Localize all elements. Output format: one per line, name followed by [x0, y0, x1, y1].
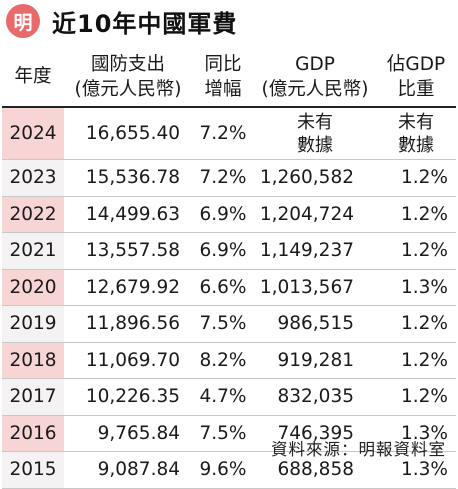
growth-cell: 7.5% — [192, 415, 254, 452]
share-cell: 1.3% — [376, 415, 456, 452]
share-cell: 1.2% — [376, 342, 456, 379]
gdp-cell: 1,204,724 — [254, 196, 376, 233]
year-cell: 2016 — [2, 415, 64, 452]
header-growth-line2: 增幅 — [204, 78, 242, 100]
table-row: 2022 14,499.63 6.9% 1,204,724 1.2% — [2, 196, 456, 233]
year-cell: 2022 — [2, 196, 64, 233]
header-year: 年度 — [2, 47, 64, 108]
budget-cell: 9,765.84 — [64, 415, 192, 452]
year-cell: 2020 — [2, 269, 64, 306]
gdp-cell: 1,149,237 — [254, 232, 376, 270]
gdp-cell: 未有 數據 — [254, 107, 376, 160]
gdp-cell: 1,013,567 — [254, 269, 376, 306]
share-cell: 1.2% — [376, 232, 456, 270]
table-row: 2017 10,226.35 4.7% 832,035 1.2% — [2, 378, 456, 416]
header-gdp-line1: GDP — [295, 53, 335, 75]
header-share-line2: 比重 — [397, 78, 435, 100]
growth-cell: 9.6% — [192, 451, 254, 489]
year-cell: 2017 — [2, 378, 64, 416]
header-share: 佔GDP 比重 — [376, 47, 456, 108]
table-row: 2020 12,679.92 6.6% 1,013,567 1.3% — [2, 269, 456, 306]
year-cell: 2015 — [2, 451, 64, 489]
page-title: 近10年中國軍費 — [52, 9, 238, 38]
budget-cell: 16,655.40 — [64, 107, 192, 160]
year-cell: 2024 — [2, 107, 64, 160]
growth-cell: 6.9% — [192, 196, 254, 233]
header-gdp: GDP (億元人民幣) — [254, 47, 376, 108]
table-row: 2023 15,536.78 7.2% 1,260,582 1.2% — [2, 159, 456, 197]
year-cell: 2018 — [2, 342, 64, 379]
table-row: 2018 11,069.70 8.2% 919,281 1.2% — [2, 342, 456, 379]
growth-cell: 7.2% — [192, 159, 254, 197]
year-cell: 2021 — [2, 232, 64, 270]
header-gdp-line2: (億元人民幣) — [261, 78, 369, 100]
budget-cell: 9,087.84 — [64, 451, 192, 489]
gdp-cell: 919,281 — [254, 342, 376, 379]
budget-cell: 13,557.58 — [64, 232, 192, 270]
share-cell: 1.3% — [376, 269, 456, 306]
year-cell: 2023 — [2, 159, 64, 197]
year-cell: 2019 — [2, 305, 64, 343]
budget-cell: 14,499.63 — [64, 196, 192, 233]
ming-pao-logo: 明 — [6, 4, 40, 38]
share-cell: 1.2% — [376, 378, 456, 416]
share-cell: 1.2% — [376, 305, 456, 343]
header-budget-line2: (億元人民幣) — [74, 78, 182, 100]
share-cell: 1.2% — [376, 159, 456, 197]
header-growth-line1: 同比 — [204, 53, 242, 75]
table-row: 2019 11,896.56 7.5% 986,515 1.2% — [2, 305, 456, 343]
header-budget-line1: 國防支出 — [90, 53, 165, 75]
share-na-line2: 數據 — [398, 134, 434, 156]
growth-cell: 8.2% — [192, 342, 254, 379]
growth-cell: 6.9% — [192, 232, 254, 270]
header-share-line1: 佔GDP — [386, 53, 446, 75]
title-row: 明 近10年中國軍費 — [6, 4, 237, 38]
gdp-cell: 832,035 — [254, 378, 376, 416]
growth-cell: 4.7% — [192, 378, 254, 416]
table-row: 2016 9,765.84 7.5% 746,395 1.3% — [2, 415, 456, 452]
share-cell: 未有 數據 — [376, 107, 456, 160]
table-header-row: 年度 國防支出 (億元人民幣) 同比 增幅 GDP (億元人民幣) 佔GDP 比… — [2, 47, 456, 108]
gdp-na-line1: 未有 — [297, 111, 333, 133]
military-budget-table: 年度 國防支出 (億元人民幣) 同比 增幅 GDP (億元人民幣) 佔GDP 比… — [2, 47, 456, 489]
share-cell: 1.2% — [376, 196, 456, 233]
budget-cell: 10,226.35 — [64, 378, 192, 416]
budget-cell: 11,896.56 — [64, 305, 192, 343]
gdp-cell: 1,260,582 — [254, 159, 376, 197]
gdp-cell: 986,515 — [254, 305, 376, 343]
growth-cell: 6.6% — [192, 269, 254, 306]
growth-cell: 7.5% — [192, 305, 254, 343]
table-row: 2024 16,655.40 7.2% 未有 數據 未有 數據 — [2, 107, 456, 160]
share-na-line1: 未有 — [398, 111, 434, 133]
gdp-cell: 746,395 — [254, 415, 376, 452]
budget-cell: 15,536.78 — [64, 159, 192, 197]
source-note: 資料來源：明報資料室 — [271, 440, 446, 459]
gdp-na-line2: 數據 — [297, 134, 333, 156]
budget-cell: 11,069.70 — [64, 342, 192, 379]
budget-cell: 12,679.92 — [64, 269, 192, 306]
growth-cell: 7.2% — [192, 107, 254, 160]
header-budget: 國防支出 (億元人民幣) — [64, 47, 192, 108]
table-row: 2021 13,557.58 6.9% 1,149,237 1.2% — [2, 232, 456, 270]
header-growth: 同比 增幅 — [192, 47, 254, 108]
